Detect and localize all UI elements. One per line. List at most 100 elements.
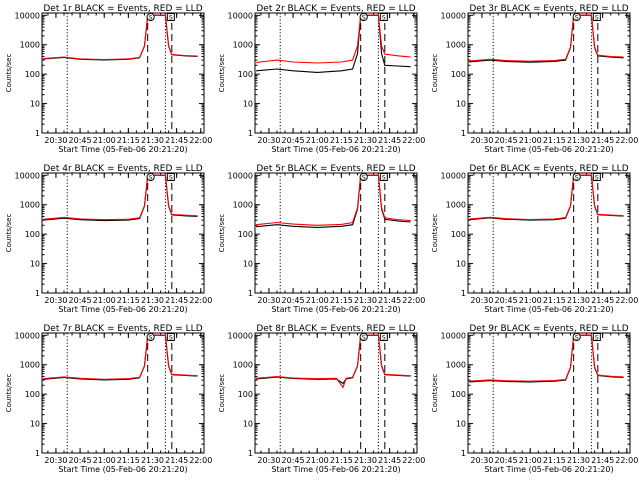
x-tick-label: 21:00 <box>93 456 116 465</box>
y-tick-label: 1 <box>248 289 253 298</box>
y-tick-label: 10 <box>456 100 466 109</box>
y-tick-label: 10000 <box>228 171 253 180</box>
x-tick-label: 21:15 <box>543 456 566 465</box>
x-tick-label: 21:30 <box>141 456 164 465</box>
y-axis-label: Counts/sec <box>431 214 439 253</box>
y-tick-label: 100 <box>25 230 40 239</box>
y-tick-label: 100 <box>25 390 40 399</box>
x-tick-label: 21:30 <box>354 296 377 305</box>
panel-title: Det 6r BLACK = Events, RED = LLD <box>469 164 628 174</box>
y-axis-label: Counts/sec <box>5 54 13 93</box>
x-tick-label: 21:30 <box>141 136 164 145</box>
marker-label: S <box>149 15 153 22</box>
y-axis-label: Counts/sec <box>431 374 439 413</box>
saa-marker-circle <box>146 12 155 22</box>
plot-frame <box>254 332 418 454</box>
x-tick-label: 21:15 <box>330 296 353 305</box>
x-tick-label: 21:45 <box>591 456 614 465</box>
saa-marker-circle <box>146 172 155 182</box>
y-tick-label: 1000 <box>233 41 253 50</box>
x-axis-label: Start Time (05-Feb-06 20:21:20) <box>58 145 187 154</box>
saa-marker-square <box>592 333 601 341</box>
marker-label: S <box>362 175 366 182</box>
x-tick-label: 20:30 <box>470 296 493 305</box>
panel-title: Det 5r BLACK = Events, RED = LLD <box>256 164 415 174</box>
y-tick-label: 1000 <box>233 201 253 210</box>
y-axis-label: Counts/sec <box>431 54 439 93</box>
x-tick-label: 20:45 <box>495 296 518 305</box>
y-tick-label: 10 <box>456 420 466 429</box>
x-axis-label: Start Time (05-Feb-06 20:21:20) <box>58 465 187 474</box>
plot-frame <box>41 172 205 294</box>
panel-3: Det 3r BLACK = Events, RED = LLD 1 10 100 10… <box>431 4 638 154</box>
marker-label: S <box>169 15 173 22</box>
marker-label: S <box>595 15 599 22</box>
marker-label: S <box>595 335 599 342</box>
x-tick-label: 21:00 <box>306 456 329 465</box>
y-tick-label: 10000 <box>441 11 466 20</box>
y-tick-label: 10000 <box>15 11 40 20</box>
saa-marker-circle <box>359 172 368 182</box>
y-tick-label: 10000 <box>441 171 466 180</box>
x-tick-label: 20:30 <box>470 456 493 465</box>
lld-series-line <box>469 174 624 221</box>
x-axis-label: Start Time (05-Feb-06 20:21:20) <box>484 145 613 154</box>
y-tick-label: 10000 <box>15 171 40 180</box>
marker-label: S <box>575 175 579 182</box>
x-tick-label: 21:45 <box>378 136 401 145</box>
plot-frame <box>41 12 205 134</box>
panel-title: Det 8r BLACK = Events, RED = LLD <box>256 324 415 334</box>
marker-label: S <box>595 175 599 182</box>
events-series-line <box>469 174 624 221</box>
y-axis-label: Counts/sec <box>218 214 226 253</box>
x-tick-label: 22:00 <box>615 296 638 305</box>
x-tick-label: 20:45 <box>69 136 92 145</box>
x-tick-label: 20:45 <box>69 456 92 465</box>
y-tick-label: 100 <box>451 230 466 239</box>
panel-5: Det 5r BLACK = Events, RED = LLD 1 10 100 10… <box>218 164 425 314</box>
y-tick-label: 100 <box>238 70 253 79</box>
x-tick-label: 21:30 <box>567 136 590 145</box>
y-tick-label: 10000 <box>15 331 40 340</box>
y-tick-label: 100 <box>25 70 40 79</box>
saa-marker-square <box>166 333 175 341</box>
events-series-line <box>256 14 411 73</box>
marker-label: S <box>169 335 173 342</box>
y-tick-label: 10 <box>30 100 40 109</box>
y-tick-label: 10 <box>30 260 40 269</box>
saa-marker-circle <box>359 332 368 342</box>
x-tick-label: 21:00 <box>306 136 329 145</box>
events-series-line <box>43 174 198 222</box>
marker-label: S <box>362 15 366 22</box>
y-tick-label: 100 <box>238 390 253 399</box>
x-tick-label: 20:30 <box>257 296 280 305</box>
y-tick-label: 1 <box>461 129 466 138</box>
panel-1: Det 1r BLACK = Events, RED = LLD 1 10 100 10… <box>5 4 212 154</box>
panel-4: Det 4r BLACK = Events, RED = LLD 1 10 100 10… <box>5 164 212 314</box>
x-tick-label: 21:45 <box>165 456 188 465</box>
y-tick-label: 10 <box>243 420 253 429</box>
saa-marker-circle <box>146 332 155 342</box>
saa-marker-square <box>379 333 388 341</box>
y-tick-label: 10000 <box>228 331 253 340</box>
y-tick-label: 1000 <box>446 201 466 210</box>
x-tick-label: 20:45 <box>282 296 305 305</box>
lld-series-line <box>256 14 411 64</box>
marker-label: S <box>382 15 386 22</box>
y-tick-label: 1000 <box>20 41 40 50</box>
x-tick-label: 22:00 <box>189 296 212 305</box>
y-tick-label: 1000 <box>446 41 466 50</box>
events-series-line <box>43 14 198 61</box>
marker-label: S <box>575 335 579 342</box>
y-tick-label: 10000 <box>441 331 466 340</box>
panel-2: Det 2r BLACK = Events, RED = LLD 1 10 100 10… <box>218 4 425 154</box>
panel-title: Det 4r BLACK = Events, RED = LLD <box>43 164 202 174</box>
saa-marker-circle <box>359 12 368 22</box>
panel-9: Det 9r BLACK = Events, RED = LLD 1 10 100 10… <box>431 324 638 474</box>
plot-frame <box>254 172 418 294</box>
saa-marker-circle <box>572 12 581 22</box>
x-axis-label: Start Time (05-Feb-06 20:21:20) <box>58 305 187 314</box>
marker-label: S <box>382 335 386 342</box>
y-tick-label: 1 <box>35 289 40 298</box>
